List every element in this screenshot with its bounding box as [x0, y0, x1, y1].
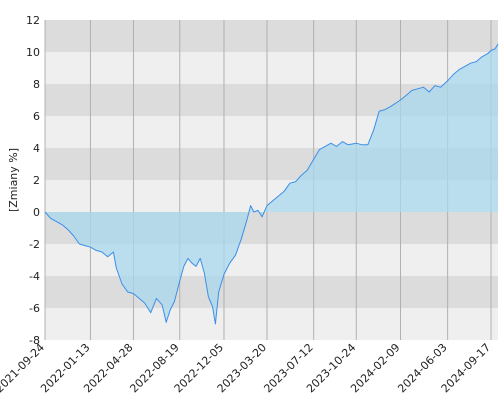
x-axis-ticks: 2021-09-242022-01-132022-04-282022-08-19… [0, 341, 493, 395]
y-tick-label: 4 [33, 142, 40, 155]
y-tick-label: 2 [33, 174, 40, 187]
grid-band [45, 308, 498, 340]
y-axis-label: [Zmiany %] [7, 148, 20, 212]
y-tick-label: -8 [29, 334, 40, 347]
y-tick-label: -6 [29, 302, 40, 315]
y-axis-ticks: 12 10 8 6 4 2 0 -2 -4 -6 -8 [26, 14, 40, 347]
y-tick-label: 6 [33, 110, 40, 123]
series-area [45, 44, 498, 324]
grid-band [45, 276, 498, 308]
grid-band [45, 20, 498, 52]
series-line [44, 43, 499, 325]
y-tick-label: -4 [29, 270, 40, 283]
grid-band [45, 52, 498, 84]
y-tick-label: -2 [29, 238, 40, 251]
y-tick-label: 10 [26, 46, 40, 59]
y-tick-label: 8 [33, 78, 40, 91]
y-tick-label: 0 [33, 206, 40, 219]
series-layer [44, 43, 499, 325]
y-tick-label: 12 [26, 14, 40, 27]
